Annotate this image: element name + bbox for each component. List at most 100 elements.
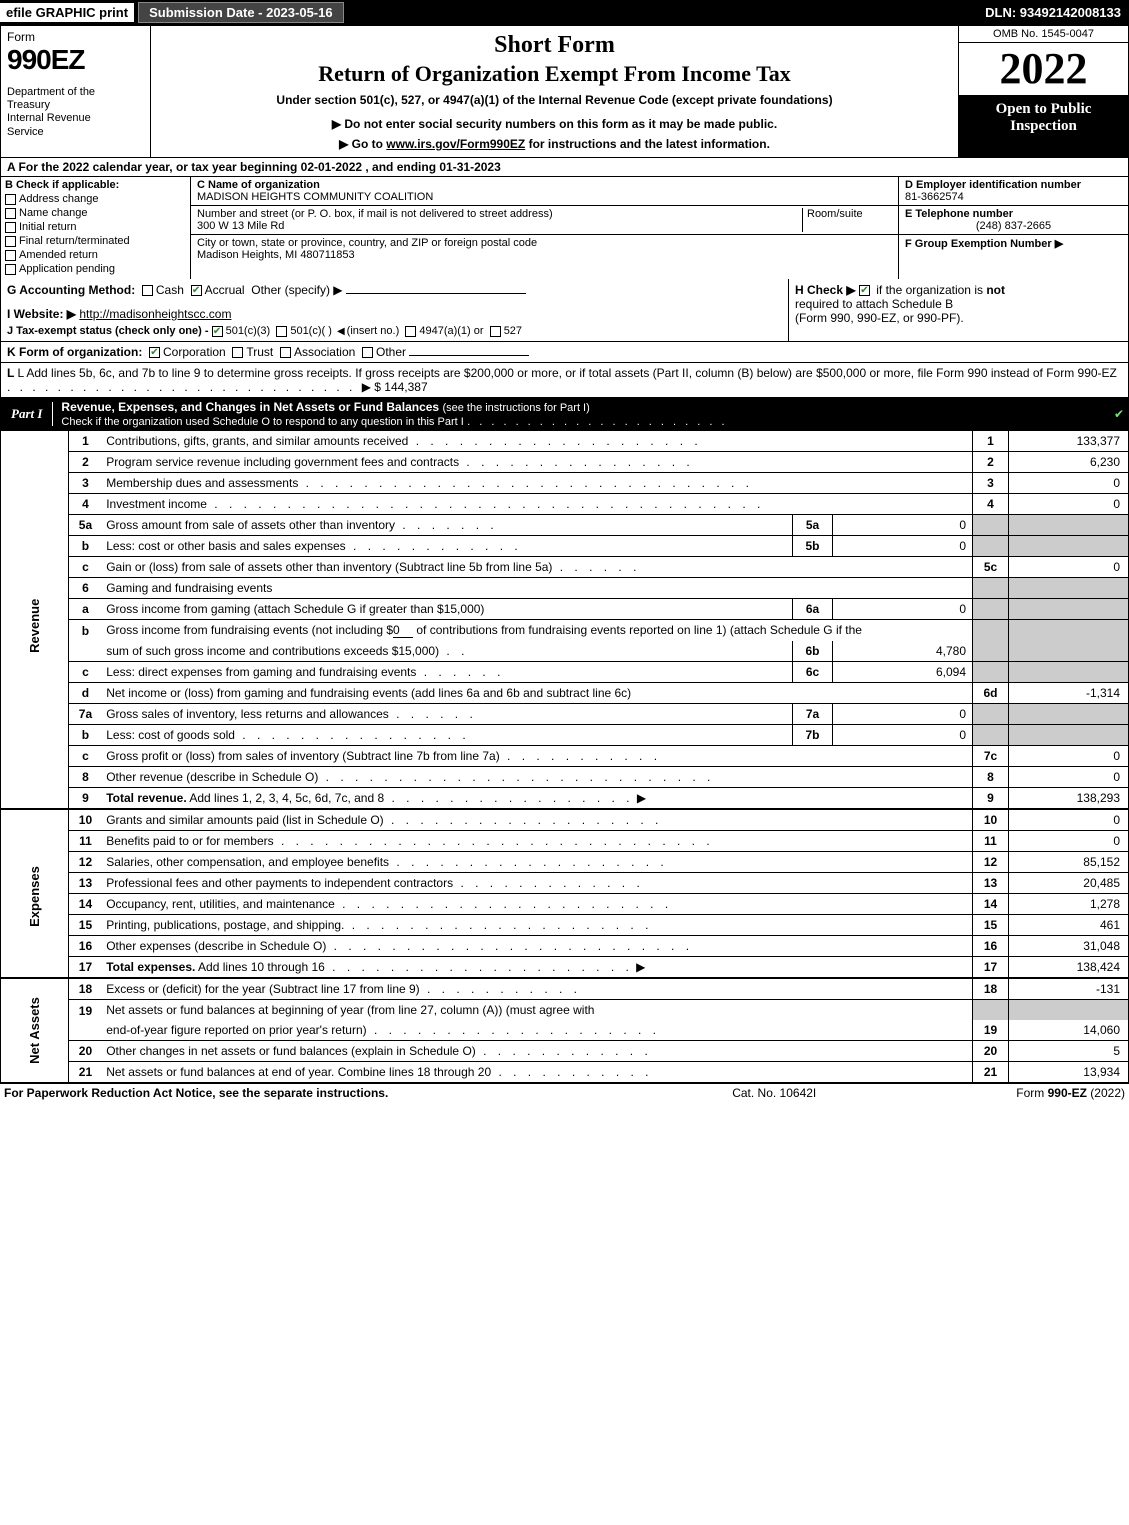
sidebar-revenue: Revenue [1,431,69,809]
part-i-header: Part I Revenue, Expenses, and Changes in… [0,398,1129,431]
sidebar-revenue-label: Revenue [27,586,42,653]
table-row: c Less: direct expenses from gaming and … [1,662,1129,683]
table-row: Expenses 10 Grants and similar amounts p… [1,809,1129,831]
section-l: L L Add lines 5b, 6c, and 7b to line 9 t… [0,363,1129,398]
line-desc: Grants and similar amounts paid (list in… [102,809,972,831]
chk-application-pending[interactable]: Application pending [5,263,186,275]
line-num: c [68,662,102,683]
line-desc: Less: direct expenses from gaming and fu… [102,662,792,683]
table-row: a Gross income from gaming (attach Sched… [1,599,1129,620]
submission-date: Submission Date - 2023-05-16 [138,2,344,23]
irs-link[interactable]: www.irs.gov/Form990EZ [386,137,525,151]
cat-no: Cat. No. 10642I [732,1086,816,1100]
line-value: 31,048 [1009,936,1129,957]
table-row: 21 Net assets or fund balances at end of… [1,1062,1129,1083]
line-rnum: 9 [973,788,1009,810]
k-other: Other [376,345,406,359]
table-row: 11 Benefits paid to or for members . . .… [1,831,1129,852]
chk-527[interactable] [490,326,501,337]
line-desc: Net assets or fund balances at end of ye… [102,1062,972,1083]
chk-name-change[interactable]: Name change [5,207,186,219]
line-value-shade [1009,1000,1129,1021]
chk-501c3[interactable]: ✔ [212,326,223,337]
table-row: 4 Investment income . . . . . . . . . . … [1,494,1129,515]
line-num: 5a [68,515,102,536]
sub-label: 7a [793,704,833,725]
line-desc: Gross sales of inventory, less returns a… [102,704,792,725]
line-value: 138,424 [1009,957,1129,979]
dln-label: DLN: 93492142008133 [985,5,1129,20]
section-bcd: B Check if applicable: Address change Na… [0,177,1129,279]
e-telephone: E Telephone number (248) 837-2665 [899,206,1128,235]
line-value: 0 [1009,473,1129,494]
line-rnum-shade [973,641,1009,662]
table-row: c Gross profit or (loss) from sales of i… [1,746,1129,767]
efile-label[interactable]: efile GRAPHIC print [0,3,134,22]
h-mid: if the organization is [873,283,986,297]
c-city-row: City or town, state or province, country… [191,235,898,263]
short-form-title: Short Form [161,32,948,59]
chk-trust[interactable] [232,347,243,358]
chk-other[interactable] [362,347,373,358]
chk-h[interactable]: ✔ [859,285,870,296]
table-row: b Gross income from fundraising events (… [1,620,1129,642]
line-rnum: 17 [973,957,1009,979]
chk-corp[interactable]: ✔ [149,347,160,358]
chk-label: Initial return [19,221,76,233]
f-group-exemption: F Group Exemption Number ▶ [899,235,1128,252]
line-rnum-shade [973,536,1009,557]
line-value-shade [1009,578,1129,599]
part-sub-text: (see the instructions for Part I) [442,402,589,414]
chk-cash[interactable] [142,285,153,296]
group-label: F Group Exemption Number ▶ [905,238,1063,250]
line-num: d [68,683,102,704]
form-pre: Form [1016,1086,1047,1100]
line-desc: Other changes in net assets or fund bala… [102,1041,972,1062]
chk-accrual[interactable]: ✔ [191,285,202,296]
form-ref: Form 990-EZ (2022) [1016,1086,1125,1100]
line-num: 3 [68,473,102,494]
table-row: b Less: cost of goods sold . . . . . . .… [1,725,1129,746]
line-value: 461 [1009,915,1129,936]
ein-label: D Employer identification number [905,179,1081,191]
chk-assoc[interactable] [280,347,291,358]
line-desc: Gaming and fundraising events [102,578,972,599]
line-num: 2 [68,452,102,473]
line-value-shade [1009,704,1129,725]
section-k: K Form of organization: ✔Corporation Tru… [0,342,1129,363]
line-rnum: 20 [973,1041,1009,1062]
g-other-input[interactable] [346,293,526,294]
g-accrual: Accrual [205,283,245,297]
line-value-shade [1009,725,1129,746]
line-num: a [68,599,102,620]
chk-final-return[interactable]: Final return/terminated [5,235,186,247]
chk-label: Address change [19,193,99,205]
k-corp: Corporation [163,345,226,359]
line-num: 6 [68,578,102,599]
ssn-note: ▶ Do not enter social security numbers o… [161,117,948,131]
website-link[interactable]: http://madisonheightscc.com [79,307,231,321]
part-i-checkbox[interactable]: ✔ [1110,407,1128,421]
chk-501c[interactable] [276,326,287,337]
line-rnum: 13 [973,873,1009,894]
line-num: c [68,746,102,767]
table-row: 6 Gaming and fundraising events [1,578,1129,599]
table-row: 16 Other expenses (describe in Schedule … [1,936,1129,957]
k-other-input[interactable] [409,355,529,356]
chk-address-change[interactable]: Address change [5,193,186,205]
chk-amended-return[interactable]: Amended return [5,249,186,261]
chk-initial-return[interactable]: Initial return [5,221,186,233]
section-h: H Check ▶ ✔ if the organization is not r… [788,279,1128,341]
under-section: Under section 501(c), 527, or 4947(a)(1)… [161,93,948,107]
chk-4947[interactable] [405,326,416,337]
line-desc: Other expenses (describe in Schedule O) … [102,936,972,957]
line-rnum-shade [973,704,1009,725]
part-i-check-text: Check if the organization used Schedule … [61,416,463,428]
line-num: 7a [68,704,102,725]
line-desc: Membership dues and assessments . . . . … [102,473,972,494]
line-rnum: 1 [973,431,1009,452]
table-row: 7a Gross sales of inventory, less return… [1,704,1129,725]
city-label: City or town, state or province, country… [197,237,537,249]
line-value: 20,485 [1009,873,1129,894]
table-row: sum of such gross income and contributio… [1,641,1129,662]
